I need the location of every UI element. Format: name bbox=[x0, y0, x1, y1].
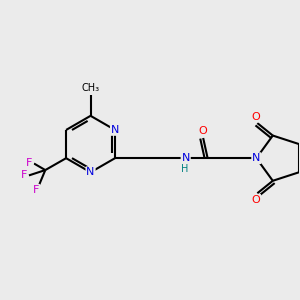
Text: H: H bbox=[182, 164, 189, 175]
Text: N: N bbox=[252, 153, 261, 163]
Text: F: F bbox=[33, 185, 39, 195]
Text: N: N bbox=[111, 125, 119, 135]
Text: F: F bbox=[21, 170, 27, 180]
Text: O: O bbox=[251, 195, 260, 205]
Text: N: N bbox=[86, 167, 95, 177]
Text: CH₃: CH₃ bbox=[82, 83, 100, 94]
Text: F: F bbox=[26, 158, 33, 168]
Text: N: N bbox=[182, 153, 190, 163]
Text: O: O bbox=[251, 112, 260, 122]
Text: O: O bbox=[198, 126, 207, 136]
